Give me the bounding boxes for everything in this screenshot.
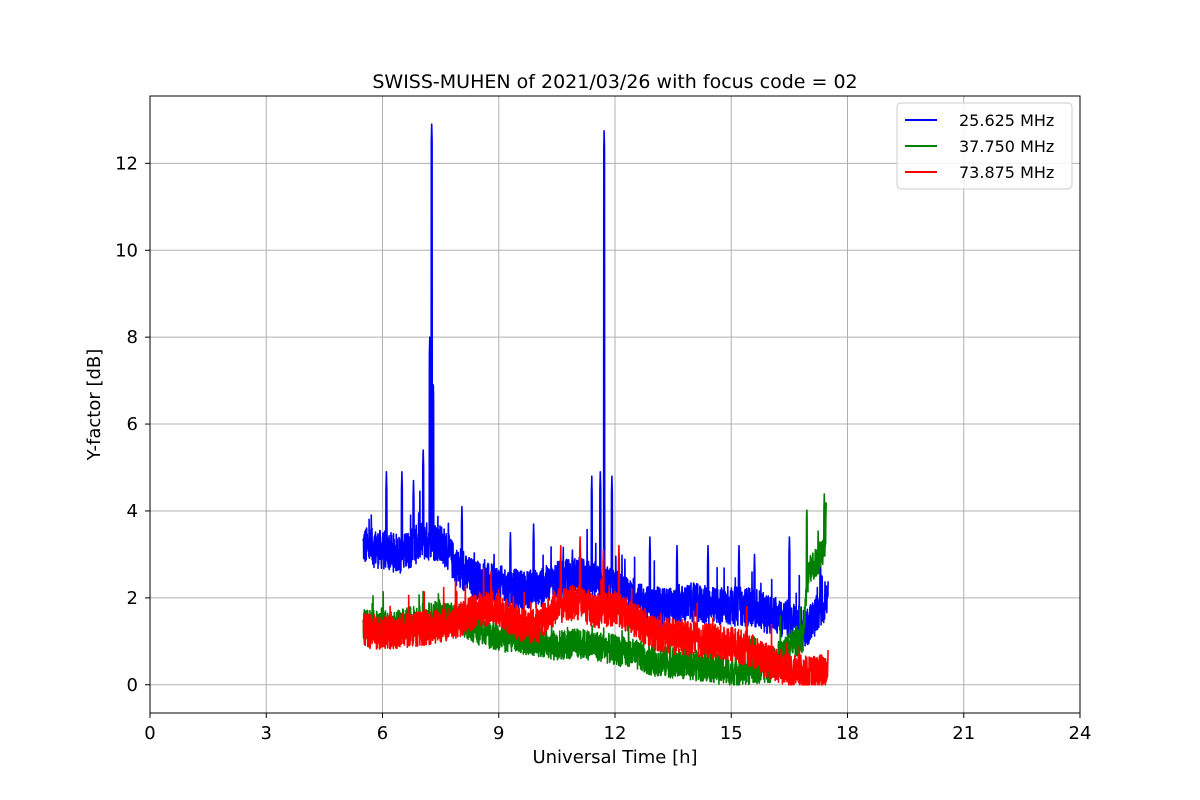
series-line-2 bbox=[362, 493, 827, 686]
x-tick-label: 21 bbox=[952, 723, 975, 744]
x-tick-label: 6 bbox=[377, 723, 388, 744]
y-tick-label: 8 bbox=[127, 327, 138, 348]
y-tick-label: 6 bbox=[127, 414, 138, 435]
x-tick-label: 15 bbox=[720, 723, 743, 744]
series-layer bbox=[362, 123, 829, 686]
x-tick-label: 12 bbox=[604, 723, 627, 744]
series-line-3 bbox=[362, 536, 829, 686]
x-tick-label: 3 bbox=[261, 723, 272, 744]
series-line-1 bbox=[362, 123, 829, 647]
y-tick-label: 2 bbox=[127, 588, 138, 609]
legend-label-1: 25.625 MHz bbox=[959, 111, 1054, 130]
y-tick-label: 0 bbox=[127, 675, 138, 696]
legend-box bbox=[896, 102, 1073, 190]
x-tick-label: 0 bbox=[144, 723, 155, 744]
y-tick-label: 10 bbox=[115, 240, 138, 261]
y-tick-label: 12 bbox=[115, 153, 138, 174]
legend-label-3: 73.875 MHz bbox=[959, 163, 1054, 182]
chart-title: SWISS-MUHEN of 2021/03/26 with focus cod… bbox=[372, 71, 857, 93]
x-axis-label: Universal Time [h] bbox=[532, 747, 697, 768]
legend-label-2: 37.750 MHz bbox=[959, 137, 1054, 156]
y-tick-label: 4 bbox=[127, 501, 138, 522]
y-axis-label: Y-factor [dB] bbox=[84, 349, 105, 462]
x-tick-label: 9 bbox=[493, 723, 504, 744]
legend: 25.625 MHz 37.750 MHz 73.875 MHz bbox=[896, 102, 1073, 190]
x-tick-label: 24 bbox=[1069, 723, 1092, 744]
x-tick-label: 18 bbox=[836, 723, 859, 744]
